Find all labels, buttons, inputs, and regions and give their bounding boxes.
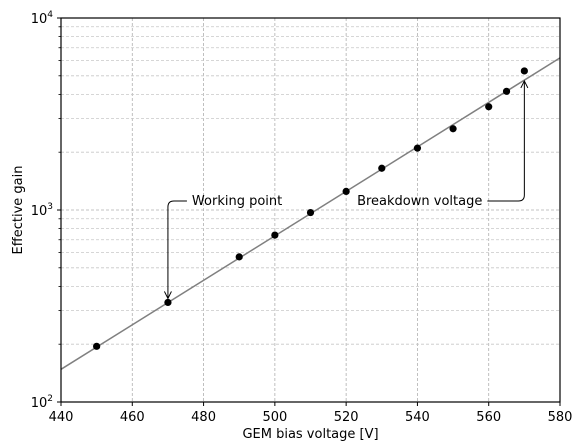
data-point (449, 125, 457, 133)
data-point (306, 208, 315, 217)
data-point (342, 187, 350, 195)
axis-ticks (57, 17, 561, 406)
annotation-working-point: Working point (192, 194, 282, 209)
x-tick-label: 440 (49, 410, 74, 425)
data-point (164, 298, 172, 307)
y-tick-label: 104 (31, 10, 54, 27)
x-tick-label: 460 (120, 410, 145, 425)
data-point (502, 87, 511, 95)
y-tick-label: 102 (31, 394, 53, 411)
data-point (520, 67, 528, 75)
annotation-working-point-arrow (167, 200, 187, 299)
x-tick-labels: 440 460 480 500 520 540 560 580 (49, 410, 573, 425)
x-tick-label: 520 (334, 410, 359, 425)
x-tick-label: 500 (262, 410, 287, 425)
arrow-head (520, 79, 529, 89)
data-point (378, 164, 386, 172)
grid (61, 18, 560, 402)
y-tick-label: 103 (31, 202, 53, 219)
x-tick-label: 480 (191, 410, 216, 425)
x-tick-label: 580 (548, 410, 573, 425)
data-point (413, 144, 422, 152)
data-point (485, 103, 493, 111)
annotations: Working point Breakdown voltage (163, 79, 529, 300)
annotation-breakdown-voltage: Breakdown voltage (357, 194, 482, 209)
x-axis-title: GEM bias voltage [V] (242, 427, 378, 442)
x-tick-label: 560 (476, 410, 501, 425)
data-point (271, 231, 279, 239)
y-axis-title: Effective gain (11, 166, 26, 255)
annotation-breakdown-voltage-arrow (487, 80, 525, 202)
arrow-head (163, 291, 172, 300)
data-point (235, 253, 243, 261)
x-tick-label: 540 (405, 410, 430, 425)
y-tick-labels: 102 103 104 (31, 10, 54, 411)
data-points (93, 67, 528, 350)
data-point (93, 342, 101, 350)
